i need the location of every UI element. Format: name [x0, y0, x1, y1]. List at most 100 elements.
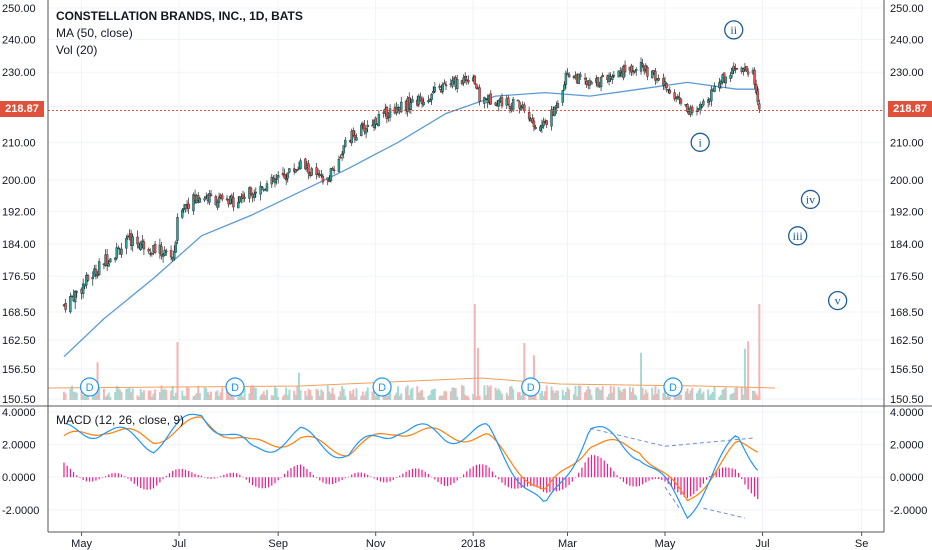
- macd-histogram-bar: [744, 477, 746, 485]
- macd-histogram-bar: [290, 468, 292, 478]
- volume-bar: [341, 386, 344, 400]
- volume-bar: [483, 385, 486, 400]
- candle-body: [165, 250, 168, 253]
- volume-bar: [632, 387, 635, 400]
- candle-body: [243, 196, 246, 199]
- volume-bar: [102, 388, 105, 400]
- macd-histogram-bar: [130, 477, 132, 482]
- macd-histogram-bar: [565, 477, 567, 488]
- macd-histogram-bar: [728, 467, 730, 478]
- macd-histogram-bar: [485, 465, 487, 478]
- macd-histogram-bar: [418, 468, 420, 478]
- ma-legend: MA (50, close): [56, 26, 133, 40]
- macd-histogram-bar: [507, 477, 509, 488]
- macd-histogram-bar: [402, 473, 404, 478]
- wave-label-circle: [724, 20, 744, 40]
- volume-bar: [126, 388, 129, 400]
- candle-body: [131, 236, 134, 246]
- candle-body: [420, 98, 424, 104]
- volume-bar: [355, 388, 358, 400]
- macd-histogram-bar: [328, 477, 330, 485]
- candle-body: [673, 92, 676, 100]
- macd-histogram-bar: [127, 477, 129, 479]
- candle-body: [153, 243, 157, 253]
- macd-histogram-bar: [699, 477, 701, 488]
- candlesticks: [62, 57, 761, 314]
- candle-body: [355, 137, 358, 141]
- macd-histogram-bar: [702, 477, 704, 484]
- candle-body: [171, 257, 174, 260]
- candle-body: [105, 254, 109, 266]
- time-tick-label: Sep: [268, 538, 288, 550]
- macd-histogram-bar: [478, 464, 481, 478]
- candle-body: [337, 159, 341, 172]
- price-tick-label-left: 192.00: [2, 206, 36, 218]
- volume-bar: [609, 385, 612, 400]
- macd-histogram-bar: [191, 472, 193, 478]
- candle-body: [718, 82, 721, 89]
- candle-body: [462, 77, 465, 84]
- candle-body: [753, 69, 756, 85]
- macd-histogram-bar: [463, 474, 465, 478]
- candle-body: [516, 99, 520, 102]
- volume-bar: [475, 396, 478, 400]
- volume-bar: [242, 396, 245, 400]
- candle-body: [340, 153, 344, 156]
- volume-bar: [64, 393, 67, 400]
- volume-bar: [624, 388, 627, 400]
- volume-bar: [328, 391, 331, 400]
- volume-bar: [635, 395, 638, 400]
- candle-body: [299, 160, 302, 170]
- macd-histogram-bar: [718, 468, 720, 478]
- candle-body: [216, 202, 219, 208]
- macd-histogram-bar: [338, 477, 340, 482]
- volume-bar: [523, 343, 526, 400]
- wave-label-circle: [690, 132, 710, 152]
- macd-histogram-bar: [363, 473, 366, 478]
- candle-body: [169, 250, 173, 258]
- candle-body: [545, 120, 548, 125]
- volume-bar: [398, 395, 401, 400]
- macd-histogram-bar: [293, 466, 295, 478]
- volume-bar: [138, 396, 141, 400]
- macd-histogram-bar: [389, 477, 391, 482]
- macd-histogram-bar: [252, 477, 254, 486]
- macd-histogram-bar: [66, 465, 68, 478]
- candle-body: [710, 89, 713, 102]
- macd-histogram-bar: [156, 477, 158, 486]
- candle-body: [181, 209, 184, 218]
- macd-histogram-bar: [274, 477, 276, 484]
- candle-body: [265, 183, 269, 192]
- candle-body: [508, 105, 512, 109]
- candle-body: [208, 193, 211, 203]
- candle-body: [467, 79, 470, 83]
- macd-histogram-bar: [571, 477, 573, 482]
- volume-bar: [755, 394, 758, 400]
- volume-bar: [449, 391, 452, 400]
- candle-body: [579, 74, 582, 77]
- chart-legend: CONSTELLATION BRANDS, INC., 1D, BATS MA …: [56, 8, 303, 59]
- volume-bar: [184, 395, 187, 400]
- volume-bar: [304, 390, 307, 400]
- macd-tick-label-right: 0.0000: [890, 472, 924, 484]
- candle-body: [81, 283, 85, 294]
- volume-bar: [259, 395, 262, 400]
- price-tick-label-right: 156.50: [890, 364, 924, 376]
- volume-bar: [317, 390, 320, 400]
- volume-bar: [226, 389, 229, 400]
- candle-body: [352, 130, 355, 136]
- volume-bar: [640, 352, 643, 400]
- macd-histogram-bar: [188, 470, 190, 478]
- macd-histogram-bar: [424, 471, 426, 478]
- macd-histogram-bar: [347, 476, 350, 478]
- candle-body: [623, 64, 627, 73]
- macd-histogram-bar: [303, 466, 305, 478]
- volume-bar: [710, 393, 713, 400]
- volume-spike: [176, 342, 179, 400]
- volume-bar: [342, 388, 345, 400]
- macd-histogram-bar: [629, 477, 631, 486]
- candle-body: [430, 94, 433, 100]
- macd-histogram-bar: [427, 474, 430, 478]
- volume-bar: [221, 387, 224, 400]
